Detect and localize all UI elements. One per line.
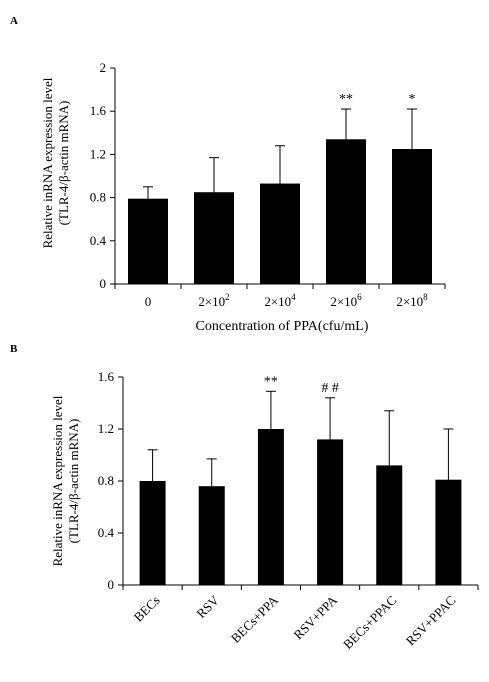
panel-a-label: A [10, 15, 18, 27]
panel-a-chart: 0 0.4 0.8 1.2 1.6 2 0 2×102 2×104 ** 2×106 * 2×108 [90, 60, 446, 309]
panel-b-category-label: RSV [193, 592, 222, 621]
panel-a-category-exponent: 6 [357, 292, 362, 302]
panel-a-ytick-label: 1.6 [90, 103, 107, 118]
panel-b-significance: ** [264, 374, 278, 389]
panel-a-bar [326, 139, 366, 284]
panel-b-bar [198, 486, 225, 585]
panel-b-category-label: BECs [131, 593, 163, 625]
panel-a-ytick-label: 1.2 [90, 146, 106, 161]
panel-b-ylabel-line2: (TLR-4/β-actin mRNA) [66, 419, 81, 544]
panel-a-category-exponent: 2 [225, 292, 230, 302]
panel-b-ylabel-line1: Relative inRNA expression level [50, 395, 65, 566]
panel-a-xlabel: Concentration of PPA(cfu/mL) [196, 319, 369, 334]
panel-b-chart: 0 0.4 0.8 1.2 1.6 BECs RSV ** BECs+PPA # # RSV+PPA… [98, 369, 479, 652]
panel-a-category-label: 2×106 [330, 292, 362, 309]
panel-a-category-label: 2×104 [264, 292, 296, 309]
panel-b-label: B [10, 343, 18, 355]
panel-b-category-label: RSV+PPAC [403, 593, 459, 649]
panel-a-ytick-label: 0.8 [90, 190, 106, 205]
panel-a-ytick-label: 0.4 [90, 233, 107, 248]
panel-a-ytick-label: 0 [100, 276, 107, 291]
panel-b-ytick-label: 1.6 [98, 369, 115, 384]
panel-a-significance: ** [339, 92, 353, 107]
panel-a-ylabel-line1: Relative inRNA expression level [40, 77, 55, 248]
panel-b-ytick-label: 1.2 [98, 421, 114, 436]
panel-a-ylabel-line2: (TLR-4/β-actin mRNA) [56, 101, 71, 226]
panel-a-category-exponent: 8 [423, 292, 428, 302]
panel-a-category-label: 0 [145, 294, 152, 309]
panel-b-bar [435, 479, 462, 585]
panel-b-ytick-label: 0.8 [98, 473, 114, 488]
panel-b-ytick-label: 0 [108, 577, 115, 592]
panel-a-bar [194, 192, 234, 284]
panel-b-category-label: BECs+PPA [228, 592, 282, 646]
panel-b-category-label: BECs+PPAC [340, 593, 399, 652]
panel-a-category-label: 2×108 [396, 292, 428, 309]
panel-a-category-label: 2×102 [198, 292, 229, 309]
panel-a-bar [128, 198, 168, 284]
panel-b-bar [317, 439, 344, 585]
panel-b-bar [139, 481, 166, 585]
panel-b-category-label: RSV+PPA [291, 592, 341, 642]
panel-a-ytick-label: 2 [100, 60, 107, 75]
panel-b-bar [257, 429, 284, 585]
panel-a-significance: * [409, 92, 416, 107]
panel-a-bar [260, 183, 300, 284]
panel-a-bar [392, 149, 432, 284]
panel-b-ytick-label: 0.4 [98, 525, 115, 540]
panel-b-significance: # # [321, 381, 339, 396]
panel-a-category-exponent: 4 [291, 292, 296, 302]
panel-b-bar [376, 465, 403, 585]
